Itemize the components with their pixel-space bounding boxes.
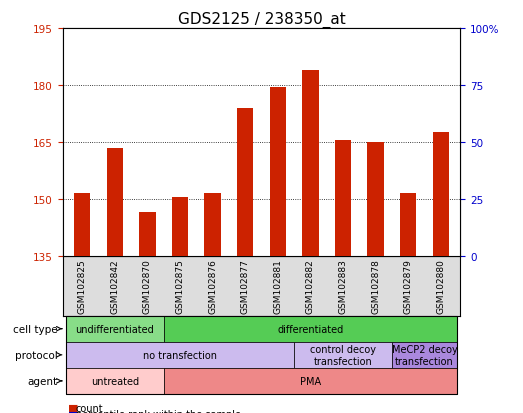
Bar [204, 194, 221, 256]
Text: percentile rank within the sample: percentile rank within the sample [76, 409, 241, 413]
Text: no transfection: no transfection [143, 350, 217, 360]
Bar [270, 88, 286, 256]
Bar [400, 194, 416, 256]
Text: ■: ■ [68, 409, 78, 413]
Text: count: count [76, 403, 104, 413]
Bar [172, 197, 188, 256]
Bar [139, 213, 156, 256]
Bar [335, 140, 351, 256]
Bar [433, 133, 449, 256]
Bar [107, 148, 123, 256]
Text: PMA: PMA [300, 376, 321, 386]
Text: agent: agent [27, 376, 58, 386]
Bar [367, 142, 384, 256]
Text: protocol: protocol [15, 350, 58, 360]
Text: untreated: untreated [91, 376, 139, 386]
Text: cell type: cell type [13, 324, 58, 334]
Bar [74, 194, 90, 256]
Text: control decoy
transfection: control decoy transfection [310, 344, 376, 366]
Title: GDS2125 / 238350_at: GDS2125 / 238350_at [178, 12, 345, 28]
Text: differentiated: differentiated [277, 324, 344, 334]
Text: undifferentiated: undifferentiated [75, 324, 154, 334]
Text: ■: ■ [68, 403, 78, 413]
Bar [237, 108, 253, 256]
Bar [302, 71, 319, 256]
Text: MeCP2 decoy
transfection: MeCP2 decoy transfection [392, 344, 457, 366]
